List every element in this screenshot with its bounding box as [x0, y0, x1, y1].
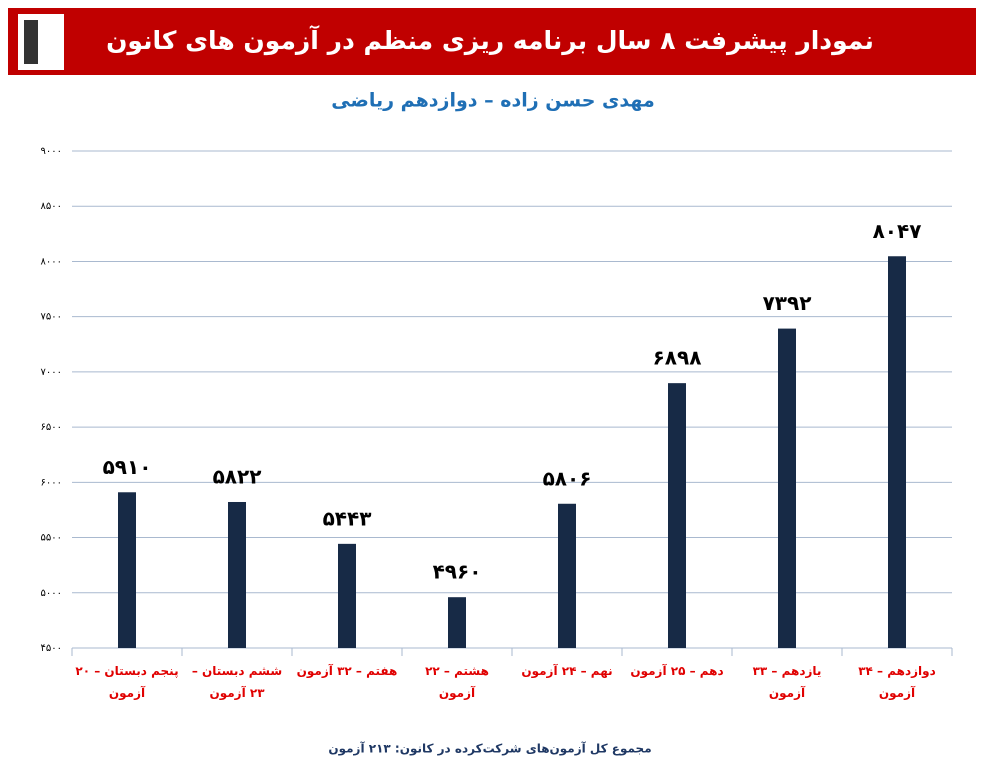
bar [228, 501, 246, 648]
logo-figure [24, 20, 38, 64]
y-tick-label: ۹۰۰۰ [41, 146, 62, 157]
x-tick-label: هفتم – ۳۲ آزمون [296, 664, 398, 678]
x-tick-label: پنجم دبستان – ۲۰ آزمون [75, 664, 179, 700]
data-label: ۵۸۲۲ [213, 464, 262, 488]
y-tick-label: ۷۰۰۰ [41, 367, 62, 378]
y-tick-label: ۸۰۰۰ [41, 256, 62, 267]
y-tick-label: ۷۵۰۰ [41, 312, 62, 323]
y-tick-label: ۴۵۰۰ [41, 643, 62, 654]
bar [888, 256, 906, 648]
bar [338, 543, 356, 648]
bar [558, 503, 576, 648]
data-label: ۸۰۴۷ [873, 219, 922, 243]
y-tick-label: ۸۵۰۰ [41, 201, 62, 212]
x-tick-label: دهم – ۲۵ آزمون [630, 664, 724, 678]
x-tick-label: هشتم – ۲۲ آزمون [425, 664, 489, 700]
x-tick-label: یازدهم – ۳۳ آزمون [752, 664, 822, 700]
y-tick-label: ۶۰۰۰ [41, 477, 62, 488]
data-label: ۵۹۱۰ [103, 455, 152, 479]
bar [118, 492, 136, 648]
y-tick-label: ۵۰۰۰ [41, 588, 62, 599]
chart-title: نمودار پیشرفت ۸ سال برنامه ریزی منظم در … [106, 25, 874, 56]
data-label: ۶۸۹۸ [653, 346, 702, 370]
x-tick-label: دوازدهم – ۳۴ آزمون [858, 664, 936, 700]
data-label: ۵۸۰۶ [543, 466, 592, 490]
annotation: مجموع کل آزمون‌های شرکت‌کرده در کانون: ۲… [328, 741, 651, 757]
bar [668, 383, 686, 648]
chart-subtitle: مهدی حسن زاده – دوازدهم ریاضی [331, 90, 654, 112]
bar [778, 328, 796, 648]
header-bar [8, 8, 976, 75]
data-label: ۴۹۶۰ [433, 560, 482, 584]
x-tick-label: ششم دبستان – ۲۳ آزمون [191, 664, 283, 700]
data-label: ۷۳۹۲ [763, 291, 812, 315]
y-tick-label: ۶۵۰۰ [41, 422, 62, 433]
y-tick-label: ۵۵۰۰ [41, 533, 62, 544]
data-label: ۵۴۴۳ [323, 506, 372, 530]
x-tick-label: نهم – ۲۴ آزمون [521, 664, 613, 678]
bar [448, 597, 466, 648]
